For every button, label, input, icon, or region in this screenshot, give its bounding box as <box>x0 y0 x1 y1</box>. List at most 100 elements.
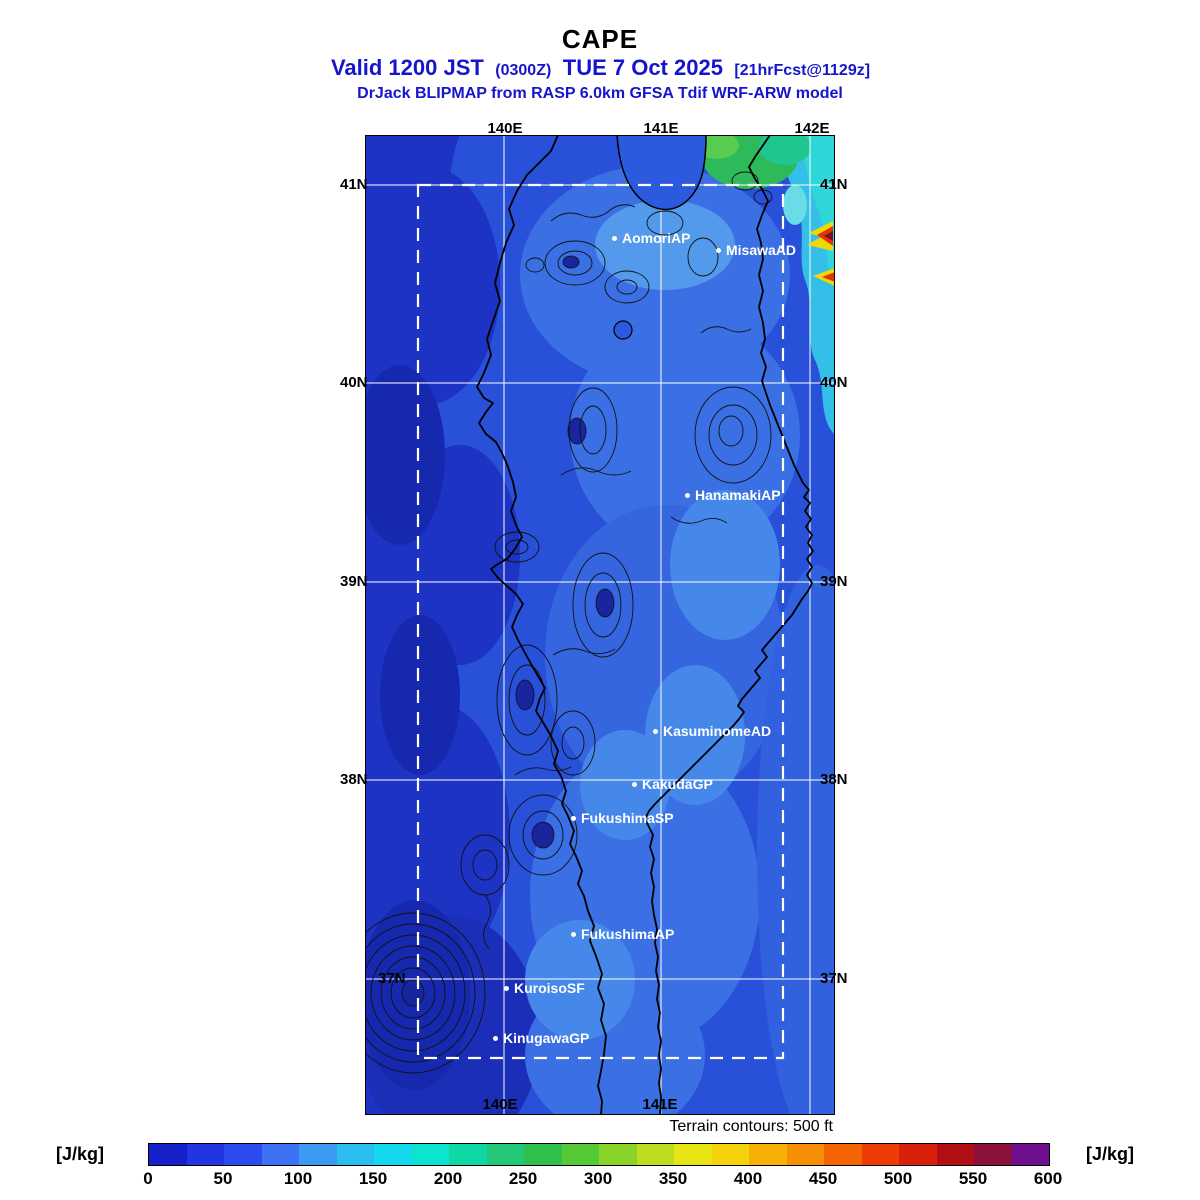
colorbar-tick-550: 550 <box>958 1169 988 1188</box>
colorbar-segment <box>599 1144 637 1165</box>
colorbar-tick-200: 200 <box>433 1169 463 1188</box>
lon-label-top-141E: 141E <box>643 120 679 137</box>
station-marker-FukushimaAP: FukushimaAP <box>571 926 674 942</box>
lat-label-left-40N: 40N <box>340 374 368 391</box>
lat-label-right-38N: 38N <box>820 771 848 788</box>
colorbar-segment <box>149 1144 187 1165</box>
colorbar-segment <box>449 1144 487 1165</box>
lon-label-top-142E: 142E <box>794 120 830 137</box>
lon-label-bottom-140E: 140E <box>482 1096 518 1113</box>
colorbar-segment <box>261 1144 299 1165</box>
colorbar-segment <box>786 1144 824 1165</box>
colorbar <box>148 1143 1050 1166</box>
map-frame <box>365 135 835 1115</box>
station-marker-FukushimaSP: FukushimaSP <box>571 810 674 826</box>
colorbar-segment <box>186 1144 224 1165</box>
station-label: AomoriAP <box>622 230 691 246</box>
colorbar-segment <box>486 1144 524 1165</box>
map-area: AomoriAP MisawaAD HanamakiAP KasuminomeAD Ka… <box>365 135 835 1115</box>
high-cape-spots <box>807 221 835 286</box>
station-marker-KakudaGP: KakudaGP <box>632 776 713 792</box>
station-dot-icon <box>685 492 690 498</box>
station-marker-AomoriAP: AomoriAP <box>612 230 690 246</box>
colorbar-tick-500: 500 <box>883 1169 913 1188</box>
station-label: KuroisoSF <box>514 980 585 996</box>
station-dot-icon <box>653 728 658 734</box>
terrain-contours <box>365 171 773 1074</box>
station-marker-KasuminomeAD: KasuminomeAD <box>653 723 771 739</box>
station-dot-icon <box>504 985 509 991</box>
colorbar-segment <box>636 1144 674 1165</box>
colorbar-tick-250: 250 <box>508 1169 538 1188</box>
station-dot-icon <box>612 235 617 241</box>
colorbar-ticks: 0 50 100 150 200 250 300 350 400 450 500 550 600 <box>143 1169 1062 1191</box>
lat-label-left-39N: 39N <box>340 573 368 590</box>
valid-zulu: (0300Z) <box>495 62 552 79</box>
station-dot-icon <box>716 247 721 253</box>
station-label: MisawaAD <box>726 242 797 258</box>
colorbar-segment <box>411 1144 449 1165</box>
lat-label-left-38N: 38N <box>340 771 368 788</box>
lat-label-right-40N: 40N <box>820 374 848 391</box>
station-label: KinugawaGP <box>503 1030 590 1046</box>
valid-time-line: Valid 1200 JST (0300Z) TUE 7 Oct 2025 [2… <box>0 55 1200 81</box>
station-label: KakudaGP <box>642 776 713 792</box>
lat-label-right-39N: 39N <box>820 573 848 590</box>
valid-prefix: Valid 1200 JST <box>330 55 484 80</box>
lat-label-left-41N: 41N <box>340 176 368 193</box>
colorbar-tick-0: 0 <box>143 1169 153 1188</box>
colorbar-segment <box>374 1144 412 1165</box>
page-title: CAPE <box>561 24 639 54</box>
colorbar-segment <box>974 1144 1012 1165</box>
station-label: FukushimaAP <box>581 926 675 942</box>
colorbar-segment <box>899 1144 937 1165</box>
station-label: HanamakiAP <box>695 487 781 503</box>
station-marker-MisawaAD: MisawaAD <box>716 242 796 258</box>
colorbar-tick-50: 50 <box>213 1169 233 1188</box>
cape-fill-layer <box>365 135 835 1115</box>
station-marker-HanamakiAP: HanamakiAP <box>685 487 781 503</box>
cape-map-svg <box>365 135 835 1115</box>
lat-label-right-41N: 41N <box>820 176 848 193</box>
colorbar-segment <box>561 1144 599 1165</box>
forecast-tag: [21hrFcst@1129z] <box>734 62 871 79</box>
colorbar-segment <box>824 1144 862 1165</box>
colorbar-segment <box>861 1144 899 1165</box>
colorbar-segment <box>524 1144 562 1165</box>
colorbar-segment <box>674 1144 712 1165</box>
valid-date: TUE 7 Oct 2025 <box>562 55 723 80</box>
lat-label-left-37N: 37N <box>378 970 406 987</box>
station-marker-KuroisoSF: KuroisoSF <box>504 980 585 996</box>
station-marker-KinugawaGP: KinugawaGP <box>493 1030 589 1046</box>
lon-label-top-140E: 140E <box>487 120 523 137</box>
colorbar-tick-600: 600 <box>1033 1169 1063 1188</box>
colorbar-segment <box>224 1144 262 1165</box>
colorbar-segment <box>711 1144 749 1165</box>
station-label: FukushimaSP <box>581 810 674 826</box>
terrain-note: Terrain contours: 500 ft <box>669 1118 833 1135</box>
colorbar-tick-100: 100 <box>283 1169 313 1188</box>
coastline <box>476 135 814 1115</box>
lon-label-bottom-141E: 141E <box>642 1096 678 1113</box>
colorbar-tick-350: 350 <box>658 1169 688 1188</box>
colorbar-segment <box>1011 1144 1049 1165</box>
colorbar-tick-450: 450 <box>808 1169 838 1188</box>
colorbar-segment <box>749 1144 787 1165</box>
model-domain-dashed-box <box>416 183 785 1060</box>
colorbar-tick-300: 300 <box>583 1169 613 1188</box>
station-dot-icon <box>571 931 576 937</box>
units-label-right: [J/kg] <box>1086 1144 1135 1164</box>
colorbar-segment <box>336 1144 374 1165</box>
colorbar-tick-150: 150 <box>358 1169 388 1188</box>
cape-minima-spots <box>401 255 615 1007</box>
colorbar-segment <box>936 1144 974 1165</box>
colorbar-segment <box>299 1144 337 1165</box>
station-dot-icon <box>632 781 637 787</box>
model-line: DrJack BLIPMAP from RASP 6.0km GFSA Tdif… <box>357 85 843 102</box>
station-dot-icon <box>493 1035 498 1041</box>
colorbar-tick-400: 400 <box>733 1169 763 1188</box>
station-dot-icon <box>571 815 576 821</box>
lat-label-right-37N: 37N <box>820 970 848 987</box>
units-label-left: [J/kg] <box>56 1144 105 1164</box>
